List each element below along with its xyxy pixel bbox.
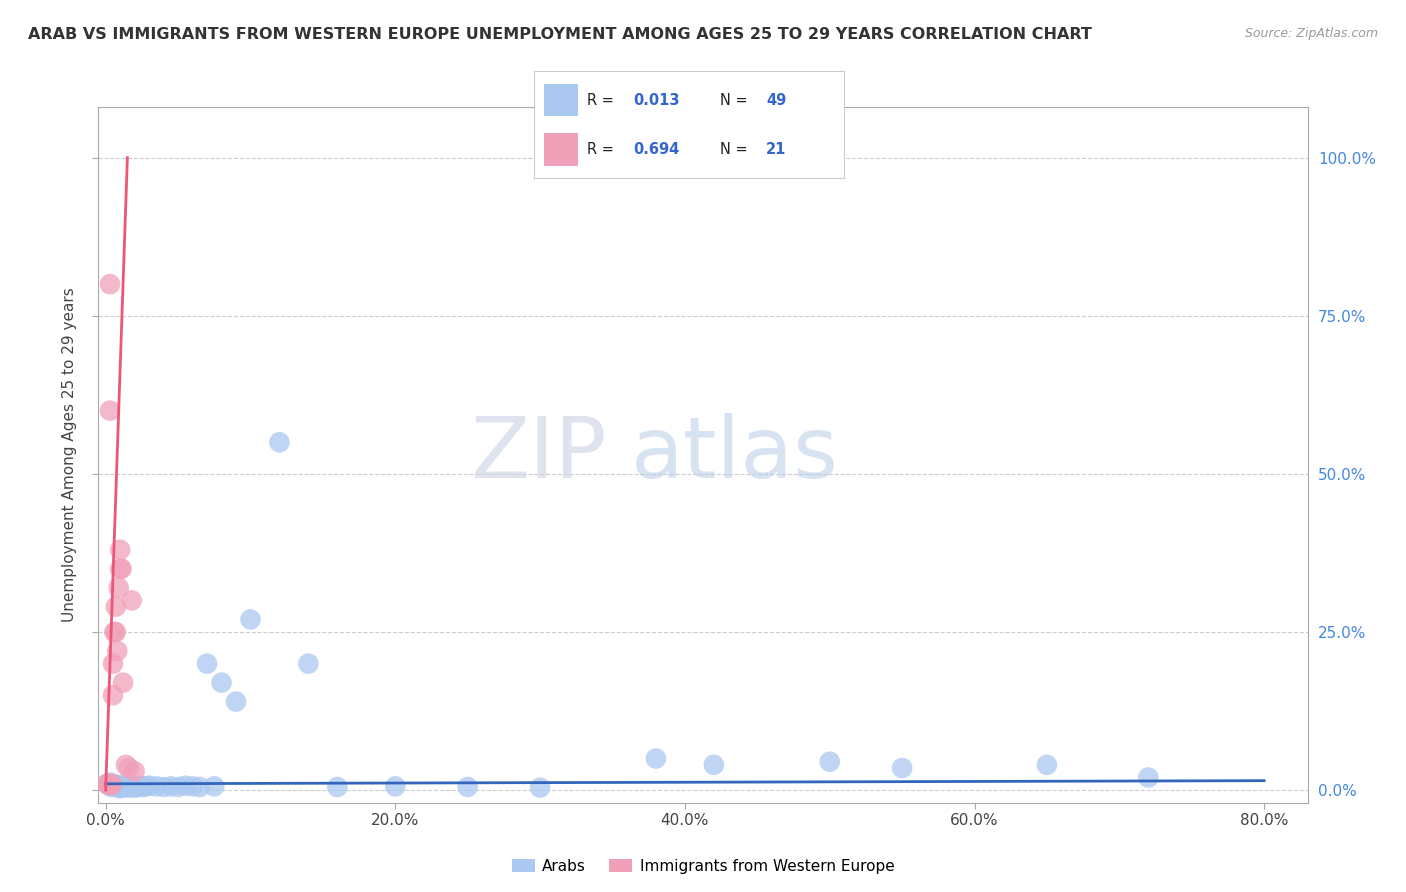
FancyBboxPatch shape [544,134,578,166]
Point [891,761,914,775]
Point [124,764,146,779]
Point [202,780,225,794]
Point [103,625,125,640]
Text: atlas: atlas [630,413,838,497]
Point [129,779,152,793]
Point [269,435,291,450]
Point [110,778,132,792]
Point [107,581,129,595]
Point [108,781,131,796]
Point [121,780,143,794]
FancyBboxPatch shape [544,84,578,116]
Point [124,780,146,795]
Point [188,780,211,794]
Text: R =: R = [586,142,619,157]
Point [145,780,167,794]
Point [121,593,143,607]
Text: Source: ZipAtlas.com: Source: ZipAtlas.com [1244,27,1378,40]
Point [101,688,124,702]
Point [211,675,233,690]
Point [115,779,138,793]
Point [98,277,121,292]
Point [97,778,120,792]
Point [105,779,128,793]
Point [108,562,131,576]
Point [326,780,349,794]
Point [104,777,127,791]
Point [703,757,725,772]
Point [152,780,174,794]
Point [297,657,319,671]
Point [181,780,204,794]
Point [112,675,135,690]
Point [122,779,145,793]
Point [104,599,127,614]
Point [115,757,138,772]
Point [818,755,841,769]
Text: R =: R = [586,93,619,108]
Text: N =: N = [720,93,752,108]
Y-axis label: Unemployment Among Ages 25 to 29 years: Unemployment Among Ages 25 to 29 years [62,287,77,623]
Point [457,780,479,794]
Point [159,780,181,794]
Point [1036,757,1059,772]
Point [107,780,129,795]
Point [103,780,125,794]
Point [110,562,132,576]
Text: ARAB VS IMMIGRANTS FROM WESTERN EUROPE UNEMPLOYMENT AMONG AGES 25 TO 29 YEARS CO: ARAB VS IMMIGRANTS FROM WESTERN EUROPE U… [28,27,1092,42]
Point [100,777,122,791]
Text: 0.013: 0.013 [633,93,679,108]
Point [114,780,136,794]
Text: ZIP: ZIP [470,413,606,497]
Point [645,751,668,765]
Point [135,780,157,794]
Point [101,657,124,671]
Point [96,777,118,791]
Text: 49: 49 [766,93,786,108]
Point [98,775,121,789]
Point [167,780,190,794]
Text: 0.694: 0.694 [633,142,679,157]
Point [98,403,121,417]
Point [174,779,197,793]
Point [97,778,120,792]
Point [96,777,118,791]
Text: 21: 21 [766,142,786,157]
Text: N =: N = [720,142,752,157]
Point [118,780,141,794]
Point [132,780,155,794]
Point [127,780,149,794]
Point [100,780,122,794]
Point [225,695,247,709]
Point [108,542,131,557]
Point [384,780,406,794]
Point [105,644,128,658]
Legend: Arabs, Immigrants from Western Europe: Arabs, Immigrants from Western Europe [506,853,900,880]
Point [138,779,160,793]
Point [117,780,139,795]
Point [239,612,262,626]
Point [101,778,124,792]
Point [100,778,122,792]
Point [120,778,142,792]
Point [118,761,141,775]
Point [104,625,127,640]
Point [112,780,135,794]
Point [1137,771,1160,785]
Point [529,780,551,795]
Point [195,657,218,671]
